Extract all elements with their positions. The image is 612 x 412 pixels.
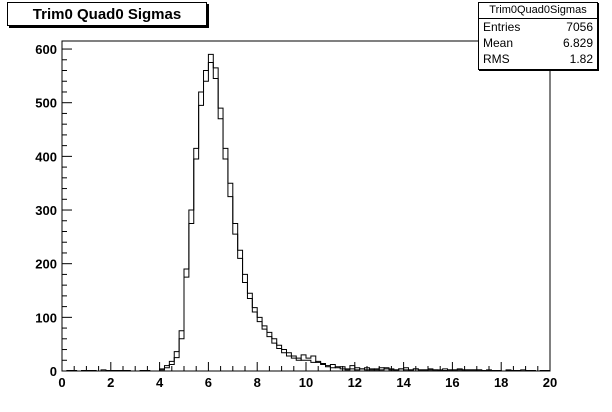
y-tick-label: 500 <box>35 96 57 111</box>
stats-mean-label: Mean <box>483 36 514 50</box>
stats-rms-label: RMS <box>483 52 510 66</box>
y-tick-label: 300 <box>35 203 57 218</box>
x-tick-label: 2 <box>107 375 114 390</box>
y-tick-label: 100 <box>35 310 57 325</box>
y-tick-label: 600 <box>35 42 57 57</box>
stats-entries-value: 7056 <box>566 20 593 34</box>
x-tick-label: 18 <box>494 375 508 390</box>
y-tick-label: 200 <box>35 257 57 272</box>
x-tick-label: 8 <box>254 375 261 390</box>
stats-rms-value: 1.82 <box>569 52 593 66</box>
chart-title: Trim0 Quad0 Sigmas <box>32 5 182 23</box>
x-tick-label: 20 <box>543 375 557 390</box>
stats-rms-row: RMS 1.82 <box>479 51 597 67</box>
y-tick-label: 0 <box>50 364 57 379</box>
stats-name: Trim0Quad0Sigmas <box>479 3 597 19</box>
stats-box: Trim0Quad0Sigmas Entries 7056 Mean 6.829… <box>478 2 598 70</box>
stats-mean-row: Mean 6.829 <box>479 35 597 51</box>
stats-entries-row: Entries 7056 <box>479 19 597 35</box>
x-tick-label: 4 <box>156 375 164 390</box>
x-tick-label: 0 <box>58 375 65 390</box>
stats-mean-value: 6.829 <box>562 36 593 50</box>
x-tick-label: 14 <box>396 375 411 390</box>
chart-title-box: Trim0 Quad0 Sigmas <box>7 2 207 26</box>
x-tick-label: 16 <box>445 375 459 390</box>
stats-entries-label: Entries <box>483 20 521 34</box>
x-tick-label: 10 <box>299 375 313 390</box>
x-tick-label: 12 <box>348 375 362 390</box>
plot-frame <box>61 40 551 372</box>
y-tick-label: 400 <box>35 149 57 164</box>
x-tick-label: 6 <box>205 375 212 390</box>
